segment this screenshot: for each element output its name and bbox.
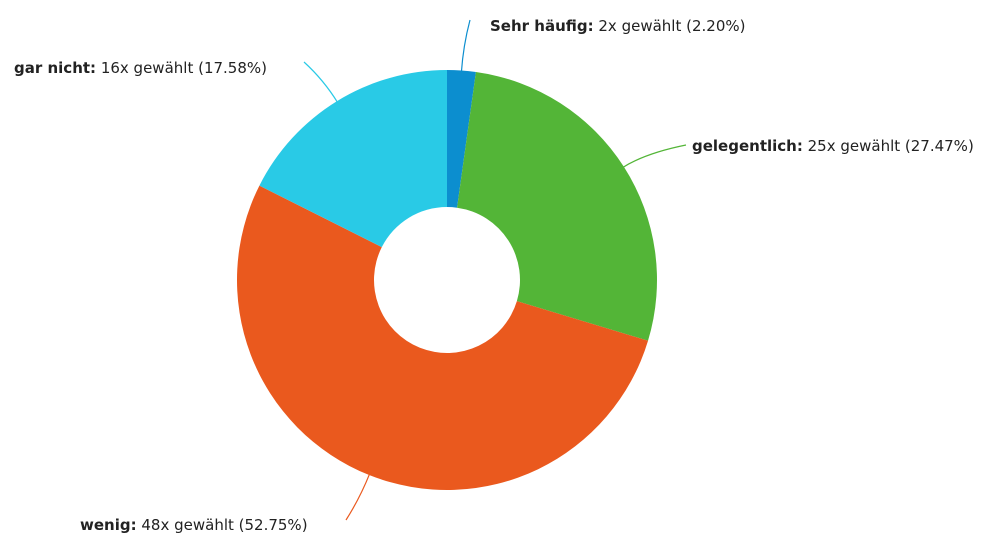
- slice-category: gelegentlich:: [692, 137, 803, 155]
- leader-line: [345, 472, 371, 521]
- slice-label: gelegentlich: 25x gewählt (27.47%): [692, 137, 974, 155]
- slice-label: gar nicht: 16x gewählt (17.58%): [14, 59, 267, 77]
- leader-line: [621, 144, 687, 169]
- leader-line: [460, 19, 471, 73]
- slice-value-label: 48x gewählt (52.75%): [141, 516, 307, 534]
- slice-value-label: 16x gewählt (17.58%): [101, 59, 267, 77]
- slice-value-label: 2x gewählt (2.20%): [598, 17, 745, 35]
- donut-slice: [259, 69, 447, 248]
- slice-category: Sehr häufig:: [490, 17, 594, 35]
- slice-value-label: 25x gewählt (27.47%): [808, 137, 974, 155]
- slice-label: wenig: 48x gewählt (52.75%): [80, 516, 308, 534]
- donut-slice: [237, 185, 649, 490]
- slice-label: Sehr häufig: 2x gewählt (2.20%): [490, 17, 745, 35]
- leader-line: [303, 61, 339, 104]
- donut-slice: [457, 72, 657, 341]
- donut-slice: [447, 70, 476, 208]
- slice-category: wenig:: [80, 516, 137, 534]
- slice-category: gar nicht:: [14, 59, 96, 77]
